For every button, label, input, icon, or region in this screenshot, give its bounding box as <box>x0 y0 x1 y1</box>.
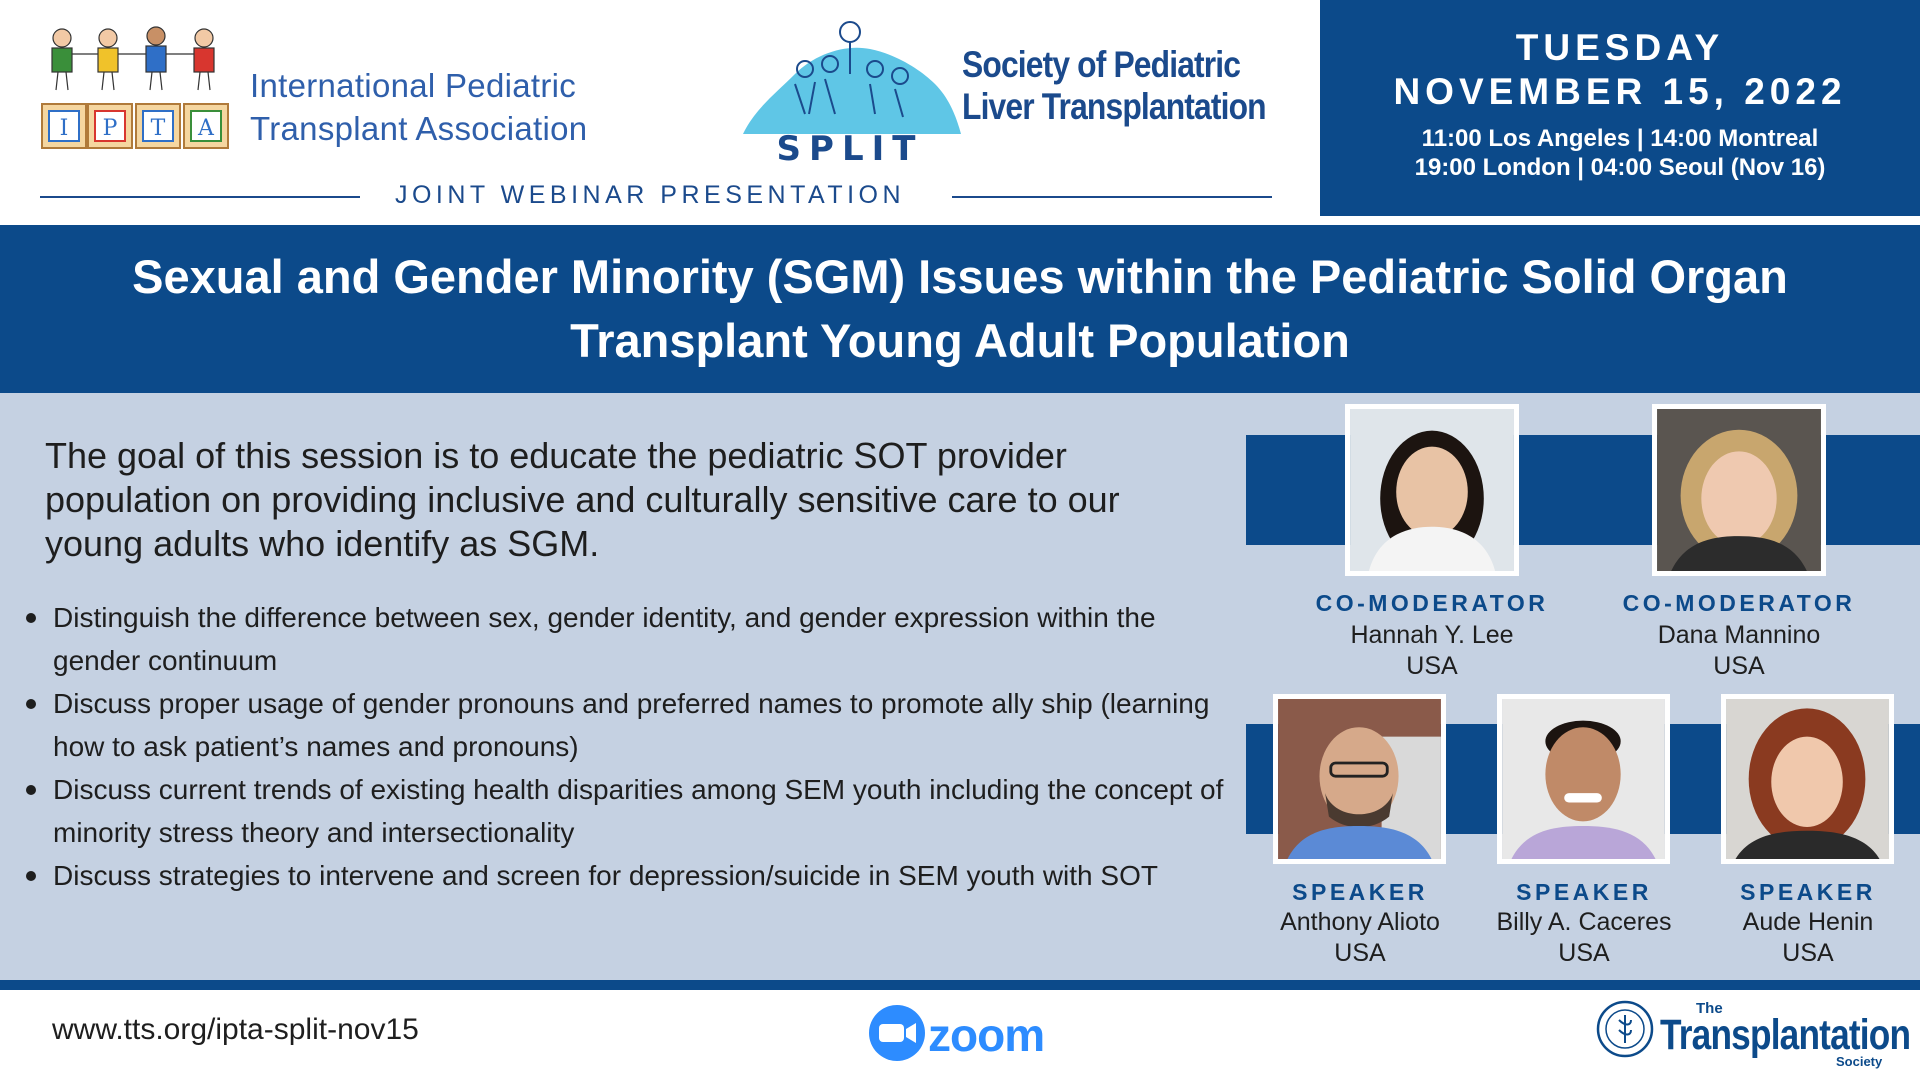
objectives-list: Distinguish the difference between sex, … <box>22 596 1242 897</box>
ipta-org-name-line1: International Pediatric <box>250 67 577 104</box>
person-country: USA <box>1782 939 1834 967</box>
list-item: Discuss current trends of existing healt… <box>22 768 1242 854</box>
divider-right <box>952 196 1272 198</box>
person-role: CO-MODERATOR <box>1622 590 1856 616</box>
person-role: SPEAKER <box>1516 879 1652 905</box>
speaker-photo-anthony <box>1273 694 1446 864</box>
person-name: Aude Henin <box>1742 908 1874 936</box>
page-title-line1: Sexual and Gender Minority (SGM) Issues … <box>132 250 1788 303</box>
person-role: SPEAKER <box>1292 879 1428 905</box>
person-role: SPEAKER <box>1740 879 1876 905</box>
svg-text:SPLIT: SPLIT <box>777 129 924 164</box>
bullet-icon <box>26 871 36 881</box>
bullet-icon <box>26 785 36 795</box>
person-country: USA <box>1334 939 1386 967</box>
tts-society-label: Society <box>1836 1054 1883 1069</box>
ipta-org-name: International Pediatric Transplant Assoc… <box>250 64 587 150</box>
zoom-camera-icon <box>868 1004 926 1067</box>
title-band: Sexual and Gender Minority (SGM) Issues … <box>0 225 1920 393</box>
page-title: Sexual and Gender Minority (SGM) Issues … <box>50 245 1870 373</box>
tts-the-label: The <box>1696 1000 1723 1017</box>
split-org-name: Society of Pediatric Liver Transplantati… <box>962 44 1267 128</box>
zoom-logo-text: zoom <box>928 1009 1045 1061</box>
objective-text: Discuss strategies to intervene and scre… <box>53 860 1158 891</box>
event-times-line1: 11:00 Los Angeles | 14:00 Montreal <box>1421 125 1819 152</box>
split-org-name-line2: Liver Transplantation <box>962 86 1267 127</box>
person-role: CO-MODERATOR <box>1315 590 1549 616</box>
session-goal: The goal of this session is to educate t… <box>45 435 1120 564</box>
person-country: USA <box>1406 652 1458 680</box>
moderator-photo-hannah <box>1345 404 1519 576</box>
joint-webinar-label: JOINT WEBINAR PRESENTATION <box>394 181 906 209</box>
event-times-line2: 19:00 London | 04:00 Seoul (Nov 16) <box>1414 154 1826 181</box>
list-item: Distinguish the difference between sex, … <box>22 596 1242 682</box>
svg-text:P: P <box>103 116 118 141</box>
person-name: Hannah Y. Lee <box>1350 621 1514 649</box>
tts-name-label: Transplantation <box>1660 1011 1911 1059</box>
list-item: Discuss strategies to intervene and scre… <box>22 854 1242 897</box>
person-country: USA <box>1713 652 1765 680</box>
list-item: Discuss proper usage of gender pronouns … <box>22 682 1242 768</box>
svg-text:T: T <box>151 116 166 141</box>
speaker-photo-aude <box>1721 694 1894 864</box>
tts-seal-icon <box>1596 1000 1654 1058</box>
person-name: Dana Mannino <box>1657 621 1821 649</box>
split-org-name-line1: Society of Pediatric <box>962 44 1241 85</box>
moderator-photo-dana <box>1652 404 1826 576</box>
event-date: NOVEMBER 15, 2022 <box>1393 71 1847 112</box>
svg-text:I: I <box>60 116 69 141</box>
ipta-org-name-line2: Transplant Association <box>250 110 588 147</box>
page-title-line2: Transplant Young Adult Population <box>570 314 1350 367</box>
split-logo-icon: SPLIT <box>735 14 965 169</box>
person-name: Anthony Alioto <box>1280 908 1440 936</box>
objective-text: Discuss current trends of existing healt… <box>53 774 1224 848</box>
objective-text: Distinguish the difference between sex, … <box>53 602 1156 676</box>
person-country: USA <box>1558 939 1610 967</box>
ipta-logo-icon: I P T A <box>40 24 240 154</box>
bullet-icon <box>26 699 36 709</box>
event-day: TUESDAY <box>1515 27 1725 68</box>
event-date-box: TUESDAY NOVEMBER 15, 2022 11:00 Los Ange… <box>1320 0 1920 216</box>
footer-divider <box>0 980 1920 990</box>
webinar-url-link[interactable]: www.tts.org/ipta-split-nov15 <box>52 1013 419 1046</box>
svg-text:A: A <box>197 116 215 141</box>
speaker-photo-billy <box>1497 694 1670 864</box>
objective-text: Discuss proper usage of gender pronouns … <box>53 688 1210 762</box>
bullet-icon <box>26 613 36 623</box>
person-name: Billy A. Caceres <box>1496 908 1672 936</box>
divider-left <box>40 196 360 198</box>
